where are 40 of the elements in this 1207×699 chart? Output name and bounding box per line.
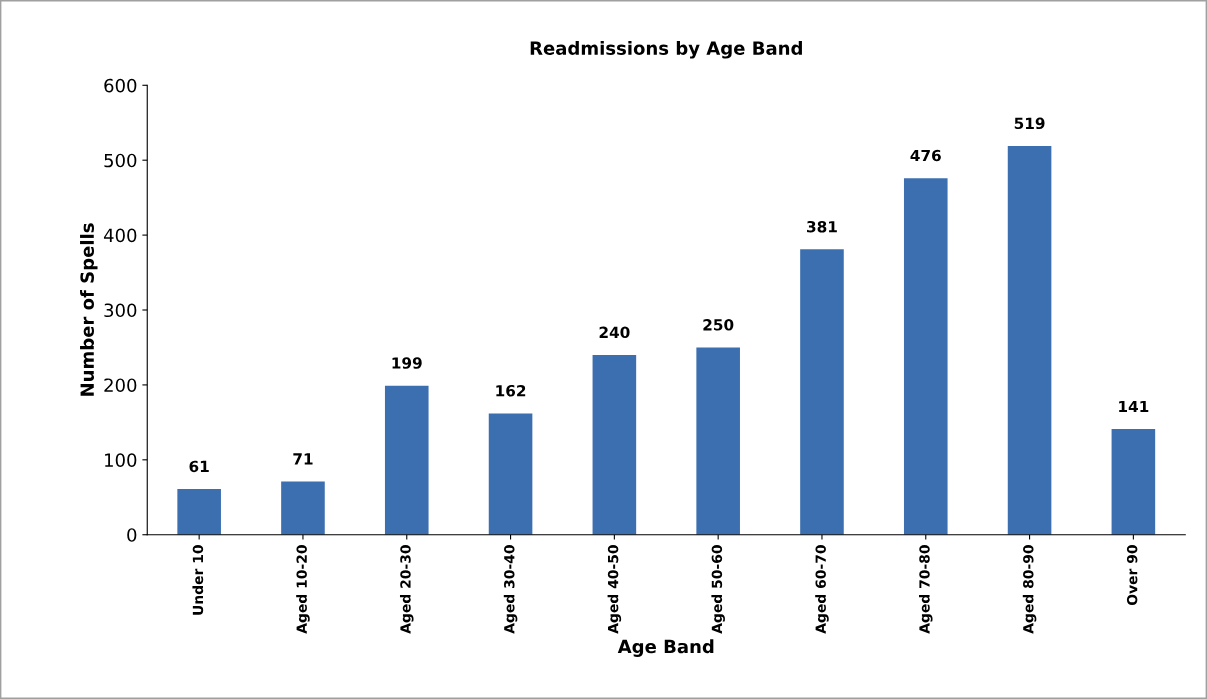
- y-axis-title: Number of Spells: [80, 223, 98, 396]
- bar: [696, 347, 740, 535]
- bar: [903, 178, 948, 535]
- y-tick-label: 100: [105, 453, 137, 467]
- x-tick-label: Aged 20-30: [399, 545, 414, 634]
- x-tick-label: Aged 70-80: [918, 545, 933, 634]
- y-tick-label: 500: [104, 153, 137, 168]
- data-label: 476: [910, 149, 941, 162]
- bar: [1111, 429, 1156, 535]
- bar: [488, 413, 533, 535]
- x-tick-label: Under 10: [192, 545, 204, 615]
- x-tick-label: Aged 80-90: [1022, 545, 1037, 634]
- x-tick-label: Over 90: [1126, 545, 1138, 606]
- y-tick-label: 600: [104, 78, 137, 93]
- bar: [384, 385, 429, 535]
- data-label: 162: [496, 384, 526, 397]
- x-axis-title: Age Band: [617, 639, 714, 657]
- x-tick-label: Aged 40-50: [607, 545, 622, 634]
- bar: [1007, 145, 1052, 535]
- bar: [800, 249, 844, 535]
- data-label: 71: [293, 453, 313, 465]
- data-label: 381: [807, 220, 837, 233]
- data-label: 141: [1119, 400, 1149, 413]
- chart-title: Readmissions by Age Band: [530, 41, 802, 59]
- bar: [281, 481, 325, 535]
- x-tick-label: Aged 50-60: [711, 545, 725, 634]
- y-tick-label: 200: [104, 378, 137, 393]
- y-tick-label: 0: [127, 528, 137, 542]
- data-label: 61: [189, 460, 209, 473]
- y-tick-label: 300: [104, 303, 137, 318]
- bar: [592, 354, 637, 535]
- bar: [177, 489, 221, 535]
- data-label: 519: [1014, 117, 1045, 130]
- y-tick-label: 400: [103, 228, 137, 243]
- data-label: 240: [599, 326, 630, 339]
- x-tick-label: Aged 10-20: [296, 545, 310, 634]
- x-tick-label: Aged 60-70: [815, 545, 829, 634]
- x-tick-label: Aged 30-40: [503, 545, 518, 634]
- data-label: 199: [392, 357, 422, 369]
- data-label: 250: [703, 319, 734, 331]
